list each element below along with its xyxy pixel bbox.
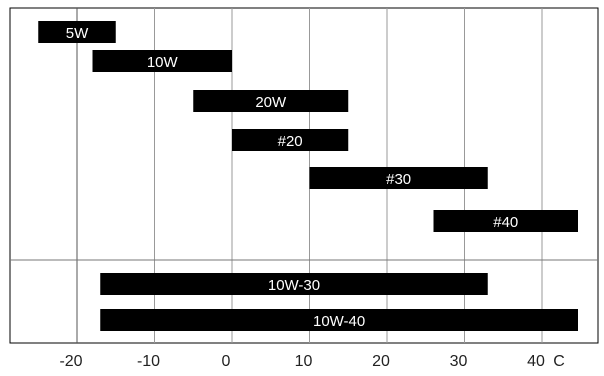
x-tick-label: -10	[137, 353, 160, 370]
x-tick-label: 0	[222, 353, 231, 370]
range-bar	[38, 21, 116, 43]
range-bar-label: 10W-30	[268, 277, 320, 294]
range-bar	[92, 50, 232, 72]
range-bar	[309, 167, 488, 189]
x-tick-label: -20	[59, 353, 82, 370]
range-bar-label: #40	[493, 214, 518, 231]
range-bar-label: 20W	[255, 94, 287, 111]
range-bar-label: #30	[386, 171, 411, 188]
x-tick-label: 30	[450, 353, 468, 370]
range-bar-label: 10W	[147, 54, 179, 71]
x-tick-label: 10	[295, 353, 313, 370]
range-bar-label: #20	[278, 133, 303, 150]
range-bar	[193, 90, 349, 112]
range-bar	[100, 273, 488, 295]
x-tick-label: 40	[527, 353, 545, 370]
x-unit-label: C	[553, 353, 565, 370]
x-tick-label: 20	[372, 353, 390, 370]
range-bar-label: 10W-40	[313, 313, 365, 330]
range-bar	[232, 129, 349, 151]
range-bar	[433, 210, 578, 232]
range-bar	[100, 309, 578, 331]
plot-frame	[9, 7, 599, 344]
range-bar-label: 5W	[66, 25, 89, 42]
